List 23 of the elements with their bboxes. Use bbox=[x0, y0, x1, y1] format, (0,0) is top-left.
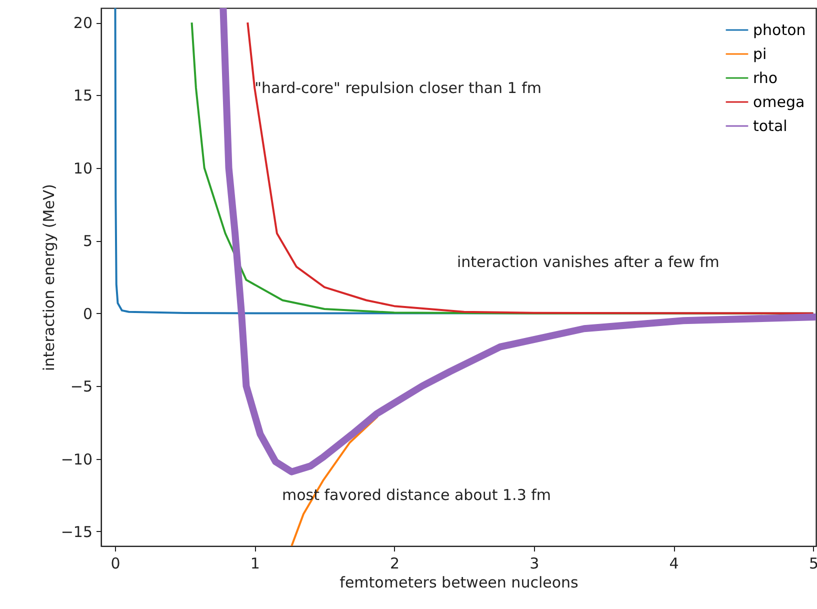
legend-label: omega bbox=[753, 93, 805, 111]
x-tick-label: 4 bbox=[669, 554, 679, 572]
y-tick-label: 15 bbox=[73, 86, 92, 105]
x-tick-label: 0 bbox=[110, 554, 120, 572]
x-tick-label: 1 bbox=[250, 554, 260, 572]
y-tick-label: 20 bbox=[73, 14, 92, 32]
y-tick-label: −10 bbox=[60, 450, 92, 468]
legend-label: pi bbox=[753, 45, 767, 63]
x-tick-label: 2 bbox=[390, 554, 400, 572]
y-tick-label: 5 bbox=[82, 232, 92, 250]
y-axis-title: interaction energy (MeV) bbox=[40, 184, 58, 372]
annotation: "hard-core" repulsion closer than 1 fm bbox=[254, 78, 542, 97]
annotation: interaction vanishes after a few fm bbox=[457, 253, 720, 271]
legend-label: rho bbox=[753, 69, 778, 87]
x-axis-title: femtometers between nucleons bbox=[340, 574, 579, 592]
y-tick-label: 10 bbox=[73, 159, 92, 178]
x-tick-label: 3 bbox=[530, 554, 540, 572]
legend-label: total bbox=[753, 117, 788, 135]
y-tick-label: 0 bbox=[82, 304, 92, 323]
legend-label: photon bbox=[753, 21, 806, 39]
x-tick-label: 5 bbox=[808, 554, 817, 572]
y-tick-label: −15 bbox=[60, 522, 92, 541]
y-tick-label: −5 bbox=[70, 378, 92, 396]
